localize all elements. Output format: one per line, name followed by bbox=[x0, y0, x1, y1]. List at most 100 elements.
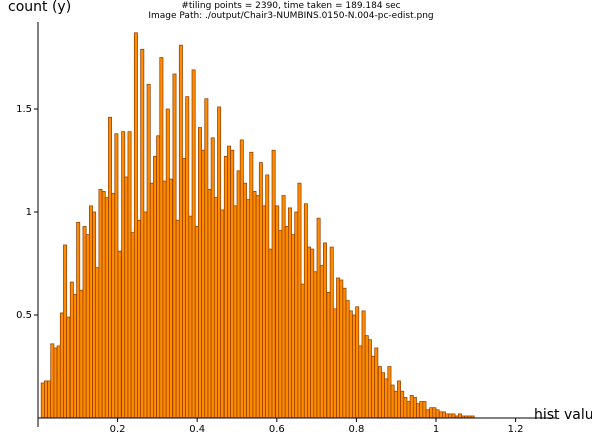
histogram-bar bbox=[252, 191, 257, 419]
histogram-bar bbox=[255, 195, 260, 419]
histogram-bar bbox=[223, 156, 228, 419]
histogram-bar bbox=[56, 345, 61, 419]
histogram-bar bbox=[355, 306, 360, 419]
histogram-bar bbox=[258, 162, 263, 419]
histogram-bar bbox=[47, 380, 52, 419]
histogram-bar bbox=[336, 277, 341, 419]
y-tick-label: 0.5 bbox=[16, 310, 32, 321]
histogram-bar bbox=[297, 182, 302, 419]
chart-title-line-2: Image Path: ./output/Chair3-NUMBINS.0150… bbox=[148, 11, 433, 21]
histogram-bar bbox=[400, 390, 405, 419]
histogram-bar bbox=[194, 226, 199, 419]
x-axis-label: hist value bbox=[534, 407, 592, 423]
histogram-bar bbox=[310, 248, 315, 419]
histogram-bar bbox=[371, 355, 376, 419]
histogram-bar bbox=[188, 215, 193, 419]
histogram-bar bbox=[210, 137, 215, 419]
histogram-bar bbox=[143, 211, 148, 419]
x-tick-label: 1.2 bbox=[508, 424, 524, 435]
histogram-bar bbox=[95, 267, 100, 419]
histogram-bar bbox=[59, 312, 64, 419]
histogram-bar bbox=[44, 380, 48, 419]
histogram-bar bbox=[124, 176, 129, 419]
histogram-bar bbox=[307, 246, 311, 419]
histogram-bar bbox=[438, 411, 443, 419]
histogram-bar bbox=[268, 248, 273, 419]
histogram-bar bbox=[262, 205, 267, 419]
histogram-bar bbox=[429, 407, 434, 419]
histogram-bar bbox=[445, 413, 450, 419]
histogram-bar bbox=[442, 411, 446, 419]
histogram-bar bbox=[432, 407, 437, 419]
histogram-bar bbox=[133, 32, 138, 419]
histogram-bar bbox=[117, 250, 122, 419]
histogram-bar bbox=[435, 409, 440, 419]
histogram-bar bbox=[339, 279, 344, 419]
histogram-bar bbox=[345, 300, 350, 419]
x-tick-label: 0.4 bbox=[189, 424, 205, 435]
histogram-bar bbox=[239, 139, 244, 419]
histogram-bar bbox=[284, 226, 289, 419]
histogram-bar bbox=[390, 384, 395, 419]
histogram-bar bbox=[101, 191, 106, 419]
histogram-bar bbox=[98, 188, 103, 419]
histogram-bar bbox=[130, 232, 135, 419]
histogram-bar bbox=[213, 197, 218, 419]
histogram-bar bbox=[146, 83, 151, 419]
histogram-bar bbox=[326, 291, 331, 419]
histogram-bar bbox=[172, 73, 177, 419]
histogram-bar bbox=[271, 149, 276, 419]
histogram-bar bbox=[140, 48, 145, 419]
histogram-bar bbox=[412, 397, 417, 419]
histogram-bar bbox=[249, 151, 254, 419]
histogram-bar bbox=[374, 347, 379, 419]
histogram-bar bbox=[265, 174, 270, 419]
histogram-bar bbox=[246, 199, 251, 419]
histogram-bar bbox=[387, 366, 392, 419]
histogram-bar bbox=[175, 219, 180, 419]
histogram-bar bbox=[185, 96, 190, 419]
histogram-bar bbox=[149, 182, 154, 419]
histogram-bar bbox=[227, 145, 232, 419]
histogram-bar bbox=[243, 182, 247, 419]
x-tick-label: 0.8 bbox=[348, 424, 364, 435]
histogram-bar bbox=[66, 316, 71, 419]
histogram-bar bbox=[364, 335, 369, 419]
histogram-bar bbox=[104, 197, 109, 419]
histogram-bar bbox=[127, 131, 132, 419]
histogram-bar bbox=[69, 281, 74, 419]
histogram-bar bbox=[191, 69, 196, 419]
chart-title-line-1: #tiling points = 2390, time taken = 189.… bbox=[181, 1, 400, 11]
histogram-bar bbox=[406, 401, 411, 419]
histogram-bar bbox=[416, 403, 421, 419]
histogram-bar bbox=[204, 98, 209, 419]
histogram-bar bbox=[393, 390, 398, 419]
histogram-bar bbox=[316, 217, 321, 419]
histogram-bar bbox=[287, 207, 292, 419]
histogram-bar bbox=[377, 366, 382, 419]
histogram-bar bbox=[419, 401, 424, 419]
histogram-bar bbox=[85, 234, 90, 419]
histogram-bar bbox=[233, 205, 238, 419]
bars-group bbox=[40, 32, 475, 419]
histogram-bar bbox=[348, 310, 353, 419]
histogram-bar bbox=[220, 209, 225, 419]
histogram-bar bbox=[121, 131, 126, 419]
histogram-bar bbox=[319, 265, 324, 419]
histogram-bar bbox=[425, 409, 430, 419]
x-tick-label: 0.2 bbox=[110, 424, 126, 435]
histogram-bar bbox=[168, 178, 173, 419]
histogram-bar bbox=[367, 339, 372, 419]
histogram-bar bbox=[198, 127, 202, 419]
x-ticks-group: 0.2 0.4 0.6 0.8 1 1.2 bbox=[110, 418, 524, 435]
histogram-bar bbox=[162, 180, 167, 419]
x-tick-label: 0.6 bbox=[269, 424, 285, 435]
histogram-bar bbox=[201, 149, 206, 419]
histogram-bar bbox=[403, 397, 408, 419]
histogram-bar bbox=[50, 343, 55, 419]
y-tick-label: 1.5 bbox=[16, 104, 32, 115]
histogram-bar bbox=[207, 188, 212, 419]
histogram-bar bbox=[451, 413, 456, 419]
histogram-bar bbox=[230, 149, 235, 419]
